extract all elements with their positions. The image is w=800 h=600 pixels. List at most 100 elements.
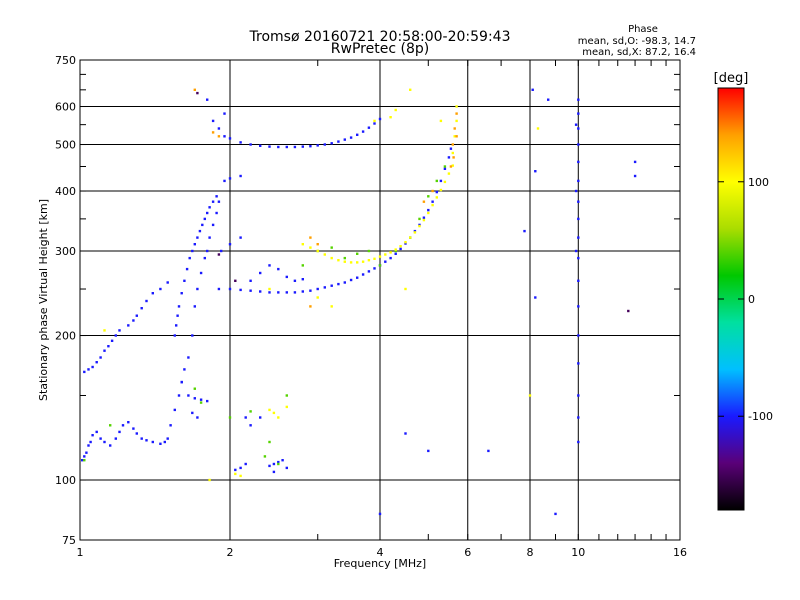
- data-point: [577, 236, 580, 239]
- data-point: [528, 394, 532, 397]
- data-point: [163, 440, 166, 444]
- data-point: [87, 444, 90, 447]
- data-point: [447, 156, 451, 159]
- data-point: [384, 260, 387, 263]
- data-point: [431, 200, 434, 203]
- data-point: [394, 248, 397, 251]
- x-tick-label: 2: [227, 546, 234, 559]
- data-point: [285, 466, 288, 470]
- data-point: [384, 253, 387, 256]
- data-point: [206, 211, 209, 215]
- data-point: [95, 430, 98, 434]
- data-point: [239, 236, 242, 239]
- data-point: [109, 424, 112, 427]
- data-point: [455, 135, 458, 138]
- data-point: [118, 329, 121, 332]
- data-point: [534, 296, 537, 299]
- x-axis-label: Frequency [MHz]: [334, 557, 426, 570]
- data-point: [367, 259, 371, 262]
- data-point: [536, 127, 540, 130]
- data-point: [323, 143, 326, 146]
- data-point: [203, 256, 206, 260]
- data-point: [249, 410, 252, 413]
- data-point: [577, 143, 580, 146]
- data-point: [577, 256, 580, 260]
- data-point: [239, 474, 242, 478]
- data-point: [577, 160, 580, 164]
- phase-legend-heading: Phase: [628, 24, 658, 35]
- data-point: [176, 314, 179, 317]
- colorbar-tick-label: -100: [748, 410, 773, 423]
- data-point: [177, 305, 181, 308]
- data-point: [110, 339, 114, 342]
- data-point: [259, 416, 262, 419]
- x-tick-label: 6: [464, 546, 471, 559]
- data-point: [166, 437, 169, 440]
- x-tick-labels: 1 2 4 6 8 10 16: [77, 546, 688, 559]
- data-point: [277, 460, 280, 464]
- data-point: [574, 123, 578, 126]
- data-point: [574, 189, 578, 193]
- tick-marks: [79, 59, 681, 540]
- data-point: [389, 251, 392, 254]
- data-point: [217, 253, 221, 256]
- data-point: [91, 365, 94, 369]
- data-point: [394, 249, 397, 253]
- data-point: [439, 188, 443, 192]
- data-point: [249, 424, 252, 427]
- data-point: [244, 416, 247, 419]
- data-point: [361, 260, 365, 263]
- data-point: [121, 424, 125, 427]
- data-point: [455, 105, 458, 108]
- data-point: [451, 143, 454, 146]
- data-point: [145, 439, 148, 442]
- data-point: [228, 177, 232, 180]
- data-point: [263, 455, 267, 458]
- data-point: [399, 247, 402, 251]
- data-point: [180, 292, 183, 295]
- data-point: [268, 408, 271, 412]
- data-point: [259, 144, 262, 147]
- data-point: [208, 236, 211, 239]
- data-point: [211, 119, 215, 123]
- data-point: [208, 478, 211, 482]
- data-point: [427, 208, 430, 212]
- data-point: [87, 368, 90, 371]
- data-point: [394, 252, 397, 255]
- data-point: [577, 440, 580, 444]
- data-point: [277, 267, 280, 271]
- data-point: [103, 329, 106, 332]
- data-point: [220, 249, 223, 253]
- data-point: [285, 405, 288, 409]
- data-point: [455, 119, 458, 123]
- data-point: [223, 179, 226, 183]
- data-point: [151, 292, 154, 295]
- data-point: [367, 270, 371, 273]
- data-point: [285, 145, 288, 149]
- data-point: [373, 267, 376, 270]
- data-point: [217, 127, 221, 130]
- data-point: [330, 142, 333, 145]
- data-point: [159, 287, 162, 291]
- data-point: [367, 126, 371, 129]
- data-point: [301, 278, 304, 281]
- y-tick-label: 400: [55, 185, 76, 198]
- data-point: [228, 416, 232, 419]
- data-point: [361, 273, 365, 276]
- data-point: [268, 291, 271, 294]
- y-axis-label: Stationary phase Virtual Height [km]: [37, 199, 50, 401]
- data-point: [199, 398, 203, 401]
- data-point: [301, 145, 304, 148]
- data-point: [343, 138, 346, 141]
- data-point: [277, 416, 280, 419]
- data-point: [249, 279, 252, 282]
- data-point: [118, 430, 121, 434]
- data-point: [422, 216, 426, 219]
- colorbar-tick-label: 0: [748, 293, 755, 306]
- data-point: [293, 145, 297, 149]
- data-point: [422, 218, 426, 222]
- data-point: [378, 264, 382, 267]
- data-point: [316, 243, 319, 246]
- data-point: [427, 211, 430, 215]
- data-point: [173, 408, 176, 412]
